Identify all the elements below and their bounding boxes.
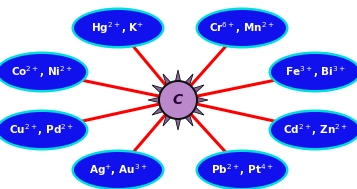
Ellipse shape	[196, 149, 288, 189]
Ellipse shape	[198, 10, 286, 46]
Ellipse shape	[71, 149, 165, 189]
Polygon shape	[185, 114, 193, 126]
Text: Pb$^{2+}$, Pt$^{4+}$: Pb$^{2+}$, Pt$^{4+}$	[211, 162, 273, 178]
Ellipse shape	[198, 152, 286, 188]
Circle shape	[160, 82, 196, 118]
Text: Co$^{2+}$, Ni$^{2+}$: Co$^{2+}$, Ni$^{2+}$	[11, 64, 73, 80]
Polygon shape	[175, 70, 181, 82]
Ellipse shape	[196, 8, 288, 49]
Polygon shape	[175, 118, 181, 130]
Text: Cu$^{2+}$, Pd$^{2+}$: Cu$^{2+}$, Pd$^{2+}$	[10, 122, 75, 138]
Polygon shape	[152, 85, 164, 94]
Ellipse shape	[71, 8, 165, 49]
Text: Cd$^{2+}$, Zn$^{2+}$: Cd$^{2+}$, Zn$^{2+}$	[282, 122, 347, 138]
Circle shape	[158, 80, 198, 120]
Ellipse shape	[0, 54, 86, 90]
Polygon shape	[163, 74, 172, 86]
Ellipse shape	[0, 51, 89, 92]
Ellipse shape	[0, 109, 89, 150]
Text: Hg$^{2+}$, K$^{+}$: Hg$^{2+}$, K$^{+}$	[91, 20, 145, 36]
Polygon shape	[163, 114, 172, 126]
Polygon shape	[185, 74, 193, 86]
Ellipse shape	[271, 54, 357, 90]
Polygon shape	[152, 106, 164, 115]
Text: Ag$^{+}$, Au$^{3+}$: Ag$^{+}$, Au$^{3+}$	[89, 162, 147, 178]
Ellipse shape	[268, 109, 357, 150]
Ellipse shape	[74, 10, 162, 46]
Ellipse shape	[271, 112, 357, 148]
Polygon shape	[148, 97, 160, 103]
Ellipse shape	[0, 112, 86, 148]
Polygon shape	[196, 97, 208, 103]
Polygon shape	[192, 106, 204, 115]
Text: C: C	[173, 93, 183, 107]
Ellipse shape	[268, 51, 357, 92]
Text: Fe$^{3+}$, Bi$^{3+}$: Fe$^{3+}$, Bi$^{3+}$	[285, 64, 345, 80]
Polygon shape	[192, 85, 204, 94]
Ellipse shape	[74, 152, 162, 188]
Text: Cr$^{6+}$, Mn$^{2+}$: Cr$^{6+}$, Mn$^{2+}$	[209, 20, 275, 36]
